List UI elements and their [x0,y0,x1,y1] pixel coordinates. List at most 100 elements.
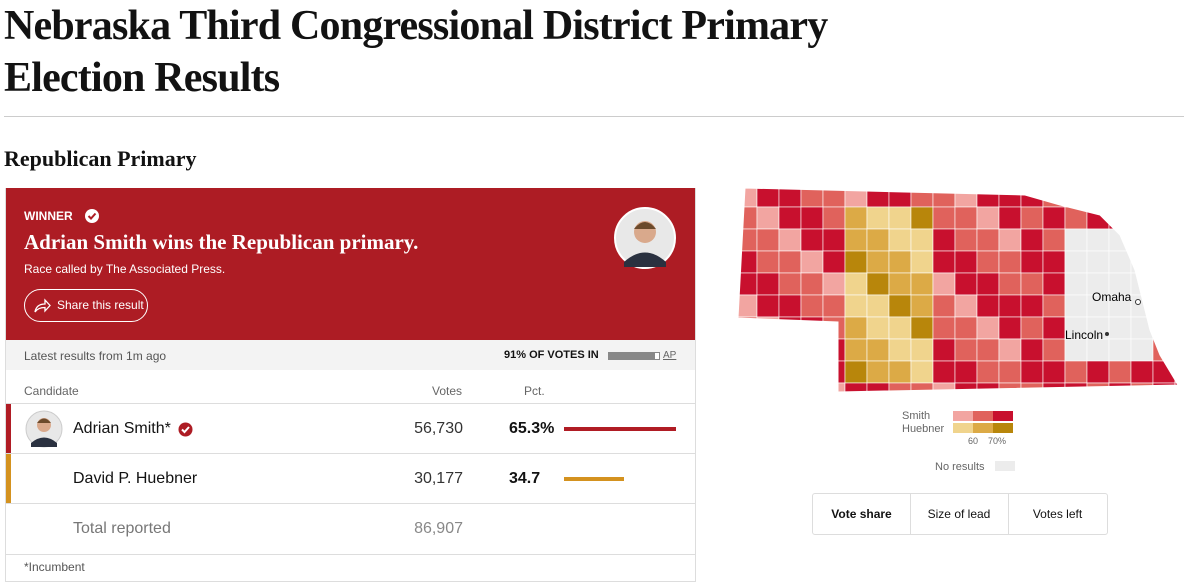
county [1020,360,1044,384]
divider [4,116,1184,117]
view-button[interactable]: Votes left [1032,507,1083,521]
county [1130,250,1154,274]
county [1064,360,1088,384]
county [998,206,1022,230]
county [778,382,802,392]
county [1086,360,1110,384]
county [822,206,846,230]
county [976,206,1000,230]
county [1174,338,1178,362]
county [1174,382,1178,392]
county [932,382,956,392]
county [844,188,868,208]
card-border [5,188,696,582]
county [1152,316,1176,340]
county [800,188,824,208]
county [800,382,824,392]
county [1064,382,1088,392]
share-icon [34,298,51,313]
pct: 34.7 [509,470,541,487]
county [998,294,1022,318]
county [888,206,912,230]
county [866,250,890,274]
county [998,382,1022,392]
county [932,272,956,296]
city-dot [1135,299,1141,305]
county [932,228,956,252]
county [1042,360,1066,384]
county [1174,272,1178,296]
county [778,250,802,274]
county [888,188,912,208]
county [738,382,758,392]
county [998,316,1022,340]
county [976,188,1000,208]
county [822,382,846,392]
status-bar: Latest results from 1m ago 91% OF VOTES … [5,340,695,370]
reporting-track [608,352,660,360]
votes: 56,730 [414,420,463,437]
county [738,316,758,340]
winner-banner: WINNER Adrian Smith wins the Republican … [5,188,695,340]
county [1152,382,1176,392]
county [738,206,758,230]
county [888,360,912,384]
source: AP [663,350,677,361]
county [866,294,890,318]
county [800,206,824,230]
view-button[interactable]: Size of lead [910,494,1009,534]
county [844,360,868,384]
city-dot [1105,332,1109,336]
county [976,272,1000,296]
county [1086,188,1110,208]
check-icon [178,422,193,437]
share-button[interactable]: Share this result [24,289,148,322]
county [954,338,978,362]
county [998,188,1022,208]
share-label: Share this result [57,298,144,312]
county [778,272,802,296]
county [1174,228,1178,252]
county [954,228,978,252]
county [954,206,978,230]
county [1020,206,1044,230]
county [778,228,802,252]
county [1042,250,1066,274]
county [976,338,1000,362]
total-label: Total reported [73,520,171,537]
county [756,272,780,296]
county [756,294,780,318]
county [998,250,1022,274]
county [888,338,912,362]
total-row: Total reported 86,907 [5,503,695,555]
county [738,272,758,296]
county [1174,294,1178,318]
county [1064,294,1088,318]
view-button[interactable]: Vote share [813,494,911,534]
county [1064,206,1088,230]
county [1086,338,1110,362]
county [1064,188,1088,208]
check-icon [85,209,99,223]
county [778,188,802,208]
column-header: Pct. [524,384,545,398]
county [954,272,978,296]
county [866,316,890,340]
county [800,228,824,252]
county [866,360,890,384]
county [1130,360,1154,384]
county [1174,250,1178,274]
county [1108,206,1132,230]
county [1152,250,1176,274]
county [1020,250,1044,274]
view-toggle: Vote share Size of lead Votes left [812,493,1108,535]
candidate-photo [614,207,676,269]
county [756,250,780,274]
county [954,250,978,274]
county [1042,272,1066,296]
county [1064,228,1088,252]
county [822,188,846,208]
county [1042,338,1066,362]
county [1042,294,1066,318]
county [910,206,934,230]
